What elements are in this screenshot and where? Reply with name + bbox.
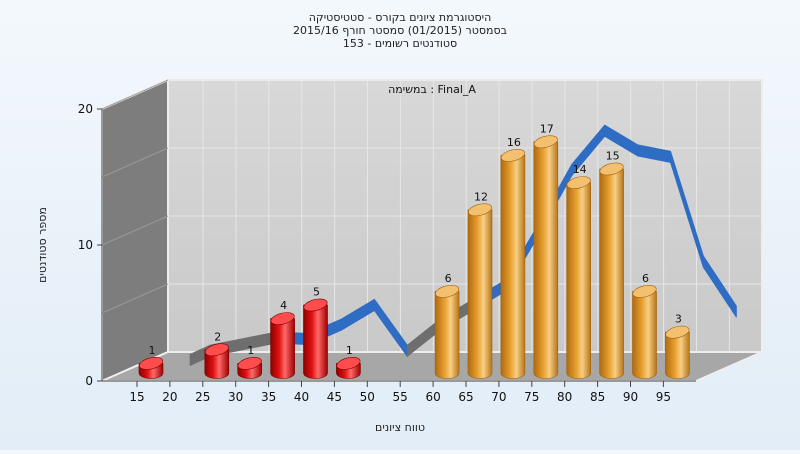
grid-line-side bbox=[101, 147, 169, 178]
bar-value-label: 14 bbox=[573, 163, 587, 176]
x-tick-label: 50 bbox=[360, 390, 375, 404]
bar-cap bbox=[467, 203, 493, 217]
bar-value-label: 4 bbox=[280, 299, 287, 312]
bar-cap bbox=[336, 357, 361, 370]
bar-cap bbox=[270, 312, 295, 325]
bar bbox=[500, 149, 526, 379]
bar-value-label: 5 bbox=[313, 286, 320, 299]
x-tick-label: 85 bbox=[590, 390, 605, 404]
bar-value-label: 1 bbox=[247, 344, 254, 357]
grid-lines bbox=[101, 79, 762, 352]
x-tick-label: 35 bbox=[261, 390, 276, 404]
bar-body bbox=[533, 141, 559, 379]
title-line-3: סטודנטים רשומים - 153 bbox=[343, 37, 457, 50]
y-tick-label: 20 bbox=[78, 102, 93, 116]
x-tick-label: 20 bbox=[162, 390, 177, 404]
bar bbox=[237, 357, 262, 379]
bar bbox=[336, 357, 361, 379]
bar-body bbox=[303, 304, 328, 379]
grid-line-side bbox=[101, 79, 169, 110]
x-tick-label: 40 bbox=[294, 390, 309, 404]
bar bbox=[204, 343, 230, 379]
x-tick-label: 95 bbox=[656, 390, 671, 404]
x-tick-label: 65 bbox=[458, 390, 473, 404]
bar-cap bbox=[138, 357, 164, 370]
grid-line-side bbox=[101, 283, 169, 314]
x-tick-label: 90 bbox=[623, 390, 638, 404]
bar-body bbox=[467, 209, 493, 379]
x-tick-label: 60 bbox=[425, 390, 440, 404]
bar-value-label: 16 bbox=[507, 136, 521, 149]
x-tick-label: 75 bbox=[524, 390, 539, 404]
bar bbox=[303, 298, 328, 379]
bar-cap bbox=[204, 343, 229, 357]
task-annotation: במשימה : Final_A bbox=[388, 83, 476, 96]
x-axis-label: טווח ציונים bbox=[375, 421, 425, 434]
bar bbox=[599, 162, 624, 379]
bar bbox=[632, 285, 657, 379]
x-tick-label: 55 bbox=[393, 390, 408, 404]
bar-value-label: 15 bbox=[606, 150, 620, 163]
bar-value-label: 2 bbox=[214, 330, 221, 343]
y-tick-label: 0 bbox=[85, 374, 93, 388]
bar-body bbox=[434, 291, 460, 379]
x-tick-label: 45 bbox=[327, 390, 342, 404]
bar bbox=[138, 357, 164, 379]
grid-line-side bbox=[101, 215, 169, 246]
bar bbox=[467, 203, 493, 379]
y-tick-label: 10 bbox=[78, 238, 93, 252]
x-tick-label: 80 bbox=[557, 390, 572, 404]
bar-cap bbox=[632, 285, 657, 298]
bar-value-label: 1 bbox=[149, 344, 156, 357]
bar-body bbox=[599, 168, 624, 379]
bar-value-label: 17 bbox=[540, 122, 554, 135]
bar-body bbox=[632, 291, 657, 379]
bar bbox=[434, 285, 460, 379]
x-tick-label: 30 bbox=[228, 390, 243, 404]
x-tick-label: 70 bbox=[491, 390, 506, 404]
bar-body bbox=[270, 318, 295, 379]
bar-value-label: 1 bbox=[346, 344, 353, 357]
bar-body bbox=[204, 349, 230, 379]
title-line-1: היסטוגרמת ציונים בקורס - סטטיסטיקה bbox=[309, 11, 492, 24]
bar-body bbox=[566, 182, 591, 379]
curve-segment bbox=[702, 255, 737, 318]
chart-title: היסטוגרמת ציונים בקורס - סטטיסטיקה בסמסט… bbox=[293, 11, 507, 50]
bar-cap bbox=[500, 149, 525, 162]
x-tick-label: 25 bbox=[195, 390, 210, 404]
bar-cap bbox=[665, 325, 690, 339]
bar-body bbox=[500, 155, 526, 379]
bar bbox=[566, 176, 591, 379]
bar-cap bbox=[533, 135, 558, 149]
bar-cap bbox=[435, 285, 460, 298]
bar-value-label: 6 bbox=[642, 272, 649, 285]
y-axis-label: מספר סטודנטים bbox=[36, 207, 49, 283]
bar-value-label: 12 bbox=[474, 190, 488, 203]
x-tick-label: 15 bbox=[129, 390, 144, 404]
bar-cap bbox=[237, 357, 262, 370]
bar bbox=[665, 325, 690, 379]
bar-cap bbox=[566, 176, 591, 189]
bar-value-label: 6 bbox=[445, 272, 452, 285]
bar-cap bbox=[599, 162, 624, 176]
bar-value-label: 3 bbox=[675, 313, 682, 326]
bar bbox=[533, 135, 559, 379]
bar-body bbox=[665, 331, 690, 379]
bar bbox=[270, 312, 295, 379]
title-line-2: בסמסטר (01/2015) סמסטר חורף 2015/16 bbox=[293, 24, 507, 37]
bar-cap bbox=[303, 298, 328, 312]
